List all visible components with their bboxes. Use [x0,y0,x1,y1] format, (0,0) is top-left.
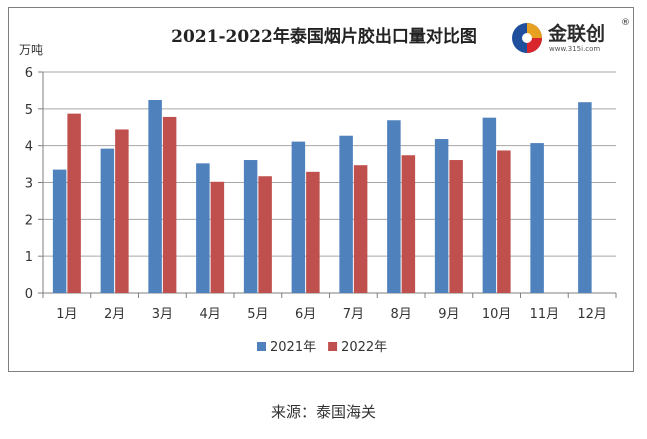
chart-title: 2021-2022年泰国烟片胶出口量对比图 [171,26,477,47]
bar [243,160,258,293]
x-tick-label: 6月 [295,307,316,322]
bar [210,181,225,293]
y-tick-label: 5 [25,103,33,118]
y-tick-label: 0 [25,287,33,302]
x-tick-label: 2月 [104,307,125,322]
y-tick-label: 3 [25,177,33,192]
x-tick-label: 1月 [56,307,77,322]
chart-frame: 2021-2022年泰国烟片胶出口量对比图 万吨 金联创 ® www.315i.… [8,7,634,372]
bar [162,116,177,293]
legend-label: 2022年 [341,340,387,355]
bar [530,143,544,293]
x-tick-label: 9月 [438,307,459,322]
logo-registered-mark: ® [621,18,630,28]
bar [52,169,67,293]
x-tick-label: 10月 [482,307,512,322]
bar [306,171,320,293]
bar [67,113,81,293]
bar [115,129,129,293]
logo: 金联创 ® www.315i.com [512,18,630,53]
bar [497,150,511,293]
bar [434,139,449,293]
logo-text: 金联创 [547,22,605,45]
y-tick-label: 2 [25,213,33,228]
y-tick-label: 4 [25,140,33,155]
source-caption: 来源：泰国海关 [270,403,376,421]
bar [353,165,368,293]
x-tick-label: 5月 [247,307,268,322]
bar [196,163,210,293]
y-tick-label: 1 [25,250,33,265]
bar [449,160,463,293]
x-tick-label: 8月 [390,307,411,322]
bar [482,117,497,293]
bar [578,102,592,293]
legend-label: 2021年 [270,340,316,355]
logo-emblem-icon [512,23,542,53]
x-tick-label: 7月 [343,307,364,322]
logo-url: www.315i.com [549,45,600,53]
x-tick-label: 3月 [152,307,173,322]
chart: 2021-2022年泰国烟片胶出口量对比图 万吨 金联创 ® www.315i.… [19,18,630,355]
bars [52,99,592,293]
bar [339,135,353,293]
gridlines [42,71,616,294]
bar [291,141,306,293]
bar [148,99,162,293]
legend: 2021年 2022年 [257,340,387,355]
legend-swatch [328,342,338,351]
bar [387,120,401,293]
x-tick-label: 4月 [199,307,220,322]
bar [100,148,115,293]
x-tick-label: 11月 [530,307,560,322]
y-tick-label: 6 [25,66,33,81]
bar [401,155,416,293]
legend-swatch [257,342,266,351]
y-axis-unit-label: 万吨 [19,43,43,57]
x-axis-ticks: 1月 2月 3月 4月 5月 6月 7月 8月 9月 10月 11月 12月 [42,293,617,322]
bar [258,176,272,293]
x-tick-label: 12月 [577,307,607,322]
y-axis-ticks: 0 1 2 3 4 5 6 [25,66,43,302]
